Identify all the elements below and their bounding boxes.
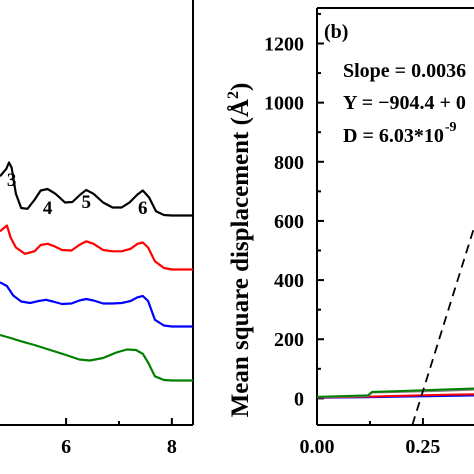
right-y-tick-label: 200 [274,329,304,351]
left-x-tick-label: 6 [61,436,71,458]
annotation-slope: Slope = 0.0036 [343,60,466,82]
right-panel: 0 200 400 600 800 1000 1200 0.00 0.25 (b) Slope = … [225,7,474,458]
right-y-tick-label: 1000 [264,93,304,115]
annotation-equation: Y = −904.4 + 0 [343,92,466,114]
right-y-tick-label: 800 [274,152,304,174]
right-y-tick-label: 0 [294,388,304,410]
right-y-tick-label: 1200 [264,33,304,55]
fit-line [411,224,474,426]
y-label-superscript: 2 [225,91,242,99]
right-x-tick-label: 0.00 [300,436,335,458]
left-series-0 [0,161,193,217]
left-series-3 [0,333,193,382]
left-series-2 [0,281,193,328]
left-panel: 6 8 3 4 5 6 [0,0,194,458]
msd-series-3 [316,387,474,398]
peak-label: 4 [43,198,53,219]
y-label-close: ) [227,83,254,91]
panel-label: (b) [324,21,348,43]
right-y-axis-label: Mean square displacement (Å2) [225,83,254,418]
right-x-tick-label: 0.25 [405,436,440,458]
peak-label: 3 [7,170,17,191]
right-y-tick-label: 600 [274,211,304,233]
annotation-diffusion: D = 6.03*10 [343,125,444,147]
left-series-1 [0,224,193,271]
left-x-tick-label: 8 [167,436,177,458]
right-y-tick-label: 400 [274,270,304,292]
peak-label: 6 [138,198,148,219]
annotation-diffusion-exponent: -9 [445,120,457,135]
peak-label: 5 [81,192,91,213]
y-label-main: Mean square displacement (Å [226,99,254,417]
